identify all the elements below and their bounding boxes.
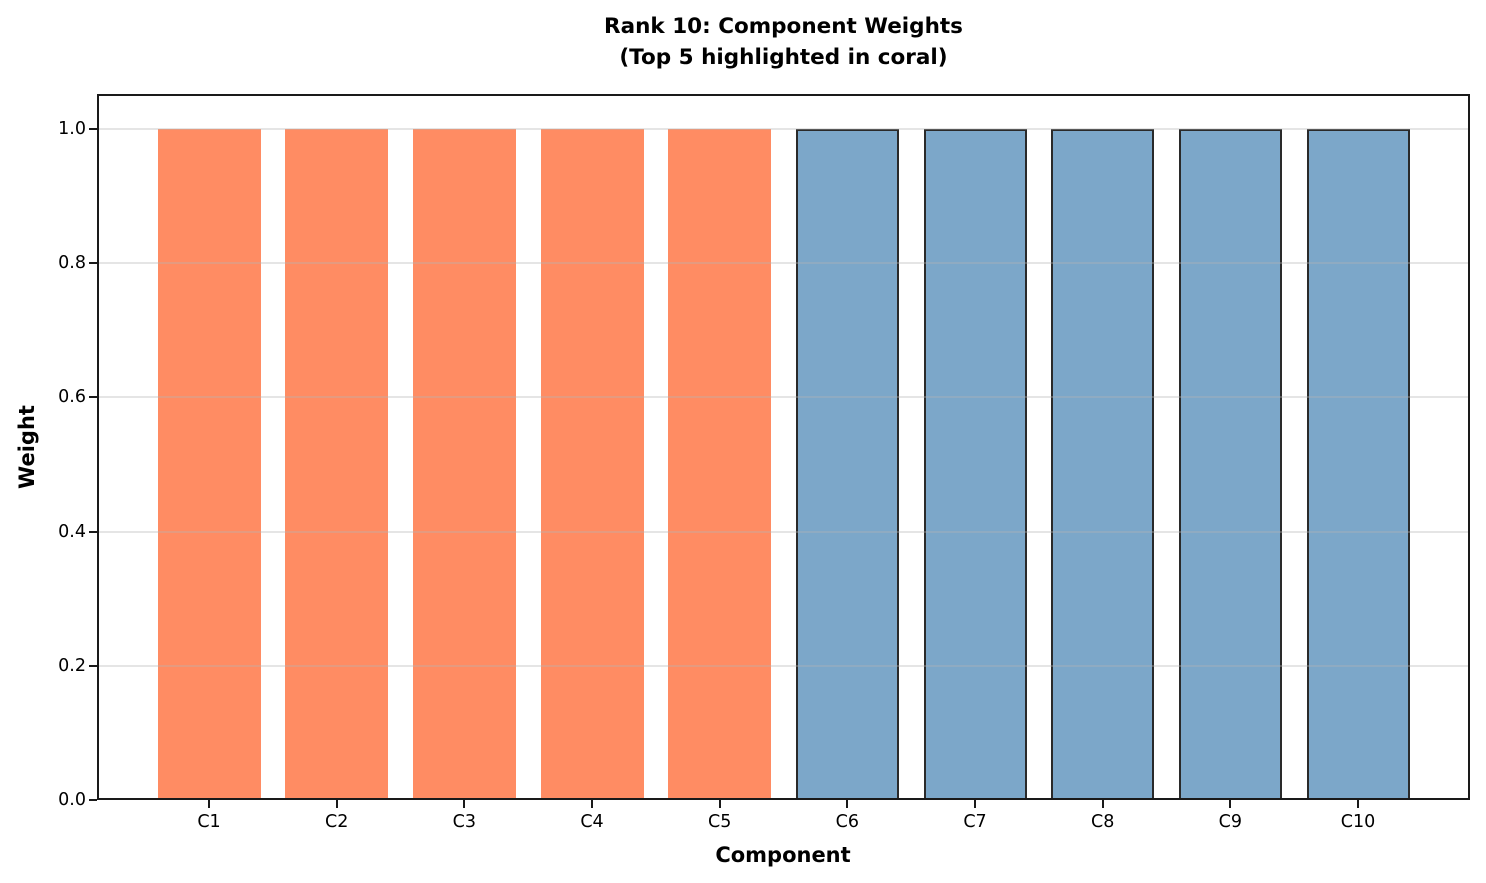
y-tick-label-0.6: 0.6: [58, 387, 86, 408]
gridline-y-0.8: [97, 262, 1470, 265]
gridline-y-0.4: [97, 530, 1470, 533]
x-tick-mark: [846, 800, 849, 808]
bar-C10: [1306, 129, 1410, 800]
x-tick-mark: [1357, 800, 1359, 808]
x-tick-mark: [1229, 800, 1232, 808]
x-tick-label-C5: C5: [707, 812, 732, 832]
chart-title-line1: Rank 10: Component Weights: [604, 14, 963, 39]
gridline-y-1: [97, 128, 1470, 130]
bar-C7: [923, 129, 1027, 800]
y-tick-label-1.0: 1.0: [58, 119, 86, 139]
chart-title: Rank 10: Component Weights (Top 5 highli…: [97, 11, 1470, 73]
x-tick-label-C1: C1: [197, 812, 221, 832]
y-tick-label-0.8: 0.8: [58, 253, 86, 274]
bar-C6: [795, 129, 899, 800]
bar-C8: [1051, 129, 1155, 800]
x-axis-label: Component: [715, 843, 851, 867]
x-tick-label-C6: C6: [835, 812, 860, 832]
x-tick-label-C7: C7: [963, 812, 987, 832]
x-tick-label-C3: C3: [452, 812, 477, 832]
x-tick-label-C9: C9: [1218, 812, 1243, 832]
bar-C3: [412, 129, 516, 800]
x-tick-mark: [718, 800, 721, 808]
plot-area: [97, 94, 1470, 800]
chart-title-line2: (Top 5 highlighted in coral): [619, 45, 948, 70]
bar-C2: [285, 129, 389, 800]
gridline-y-0.2: [97, 664, 1470, 667]
bar-C9: [1178, 129, 1282, 800]
bar-C5: [668, 129, 772, 800]
x-tick-label-C2: C2: [324, 812, 349, 832]
bar-C4: [540, 129, 644, 800]
x-tick-label-C10: C10: [1340, 812, 1376, 832]
x-tick-label-C4: C4: [580, 812, 604, 832]
y-axis-label: Weight: [15, 405, 39, 489]
gridline-y-0.6: [97, 396, 1470, 399]
x-tick-label-C8: C8: [1090, 812, 1115, 832]
x-tick-mark: [208, 800, 210, 808]
y-tick-label-0.4: 0.4: [58, 521, 86, 542]
y-tick-mark: [89, 262, 97, 265]
x-tick-mark: [591, 800, 593, 808]
bar-C1: [157, 129, 261, 800]
y-tick-mark: [89, 664, 97, 667]
x-tick-mark: [974, 800, 976, 808]
x-tick-mark: [335, 800, 338, 808]
y-tick-label-0.0: 0.0: [58, 790, 86, 810]
y-tick-mark: [89, 799, 97, 801]
y-tick-mark: [89, 396, 97, 399]
y-tick-mark: [89, 128, 97, 130]
y-tick-label-0.2: 0.2: [58, 655, 86, 676]
y-tick-mark: [89, 530, 97, 533]
x-tick-mark: [1101, 800, 1104, 808]
x-tick-mark: [463, 800, 466, 808]
